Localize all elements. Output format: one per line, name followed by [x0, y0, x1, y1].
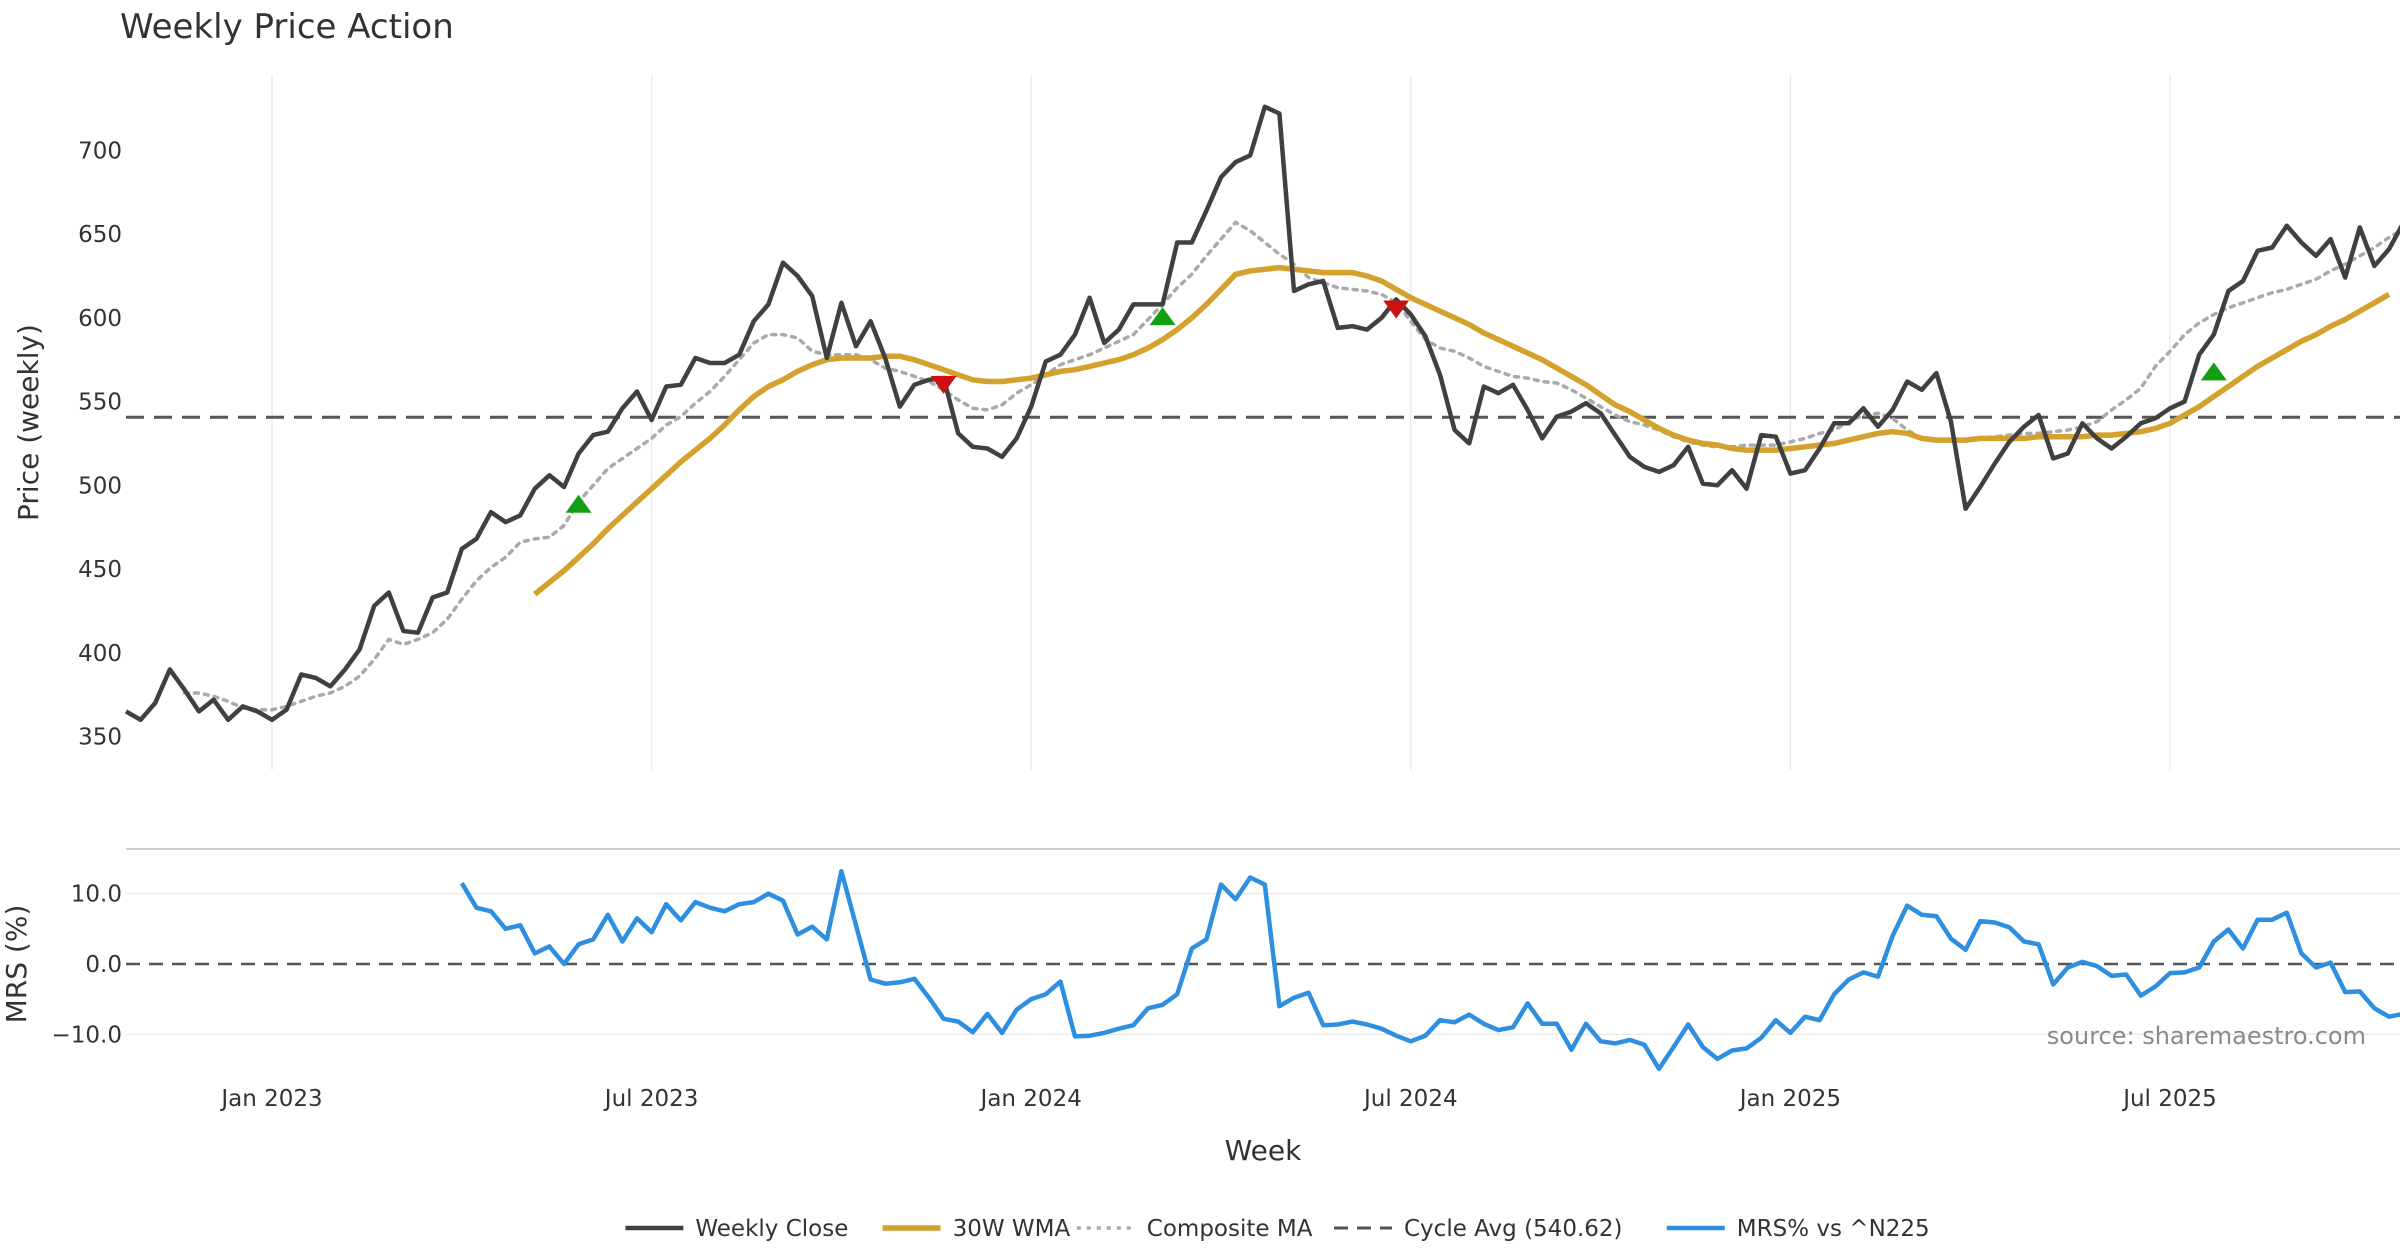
legend-label: Composite MA	[1147, 1216, 1313, 1242]
composite-ma-line	[182, 220, 2400, 712]
legend: Weekly Close 30W WMA Composite MA Cycle Avg…	[625, 1216, 1930, 1242]
price-y-tick-label: 350	[78, 725, 122, 751]
x-tick-label: Jan 2024	[979, 1086, 1082, 1112]
price-y-ticks: 350 400 450 500 550 600 650 700	[78, 138, 122, 750]
price-y-tick-label: 550	[78, 390, 122, 416]
legend-label: 30W WMA	[953, 1216, 1071, 1242]
mrs-y-tick-label: 10.0	[71, 882, 122, 908]
price-y-tick-label: 600	[78, 306, 122, 332]
sell-signal-marker	[930, 375, 957, 394]
mrs-y-ticks: 10.0 0.0 −10.0	[52, 882, 122, 1049]
buy-signal-marker	[565, 494, 592, 513]
mrs-gridlines	[126, 892, 2400, 1036]
legend-label: MRS% vs ^N225	[1737, 1216, 1930, 1242]
source-note: source: sharemaestro.com	[2047, 1022, 2366, 1050]
x-tick-label: Jul 2025	[2121, 1086, 2217, 1112]
legend-label: Cycle Avg (540.62)	[1404, 1216, 1623, 1242]
x-tick-label: Jan 2025	[1738, 1086, 1841, 1112]
price-y-axis-title: Price (weekly)	[12, 324, 45, 521]
wma-30w-line	[533, 264, 2391, 597]
mrs-line	[459, 868, 2400, 1072]
price-y-tick-label: 450	[78, 557, 122, 583]
sell-signal-marker	[1383, 300, 1410, 319]
buy-signal-marker	[2200, 362, 2227, 381]
mrs-y-tick-label: −10.0	[52, 1022, 122, 1048]
mrs-y-axis-title: MRS (%)	[0, 905, 33, 1024]
mrs-y-tick-label: 0.0	[85, 952, 122, 978]
price-y-tick-label: 500	[78, 473, 122, 499]
weekly-close-line	[124, 104, 2400, 723]
price-y-tick-label: 400	[78, 641, 122, 667]
chart-title: Weekly Price Action	[120, 7, 454, 47]
x-ticks: Jan 2023 Jul 2023 Jan 2024 Jul 2024 Jan 2025…	[219, 1086, 2216, 1112]
price-y-tick-label: 650	[78, 222, 122, 248]
signal-markers	[565, 300, 2227, 513]
x-tick-label: Jan 2023	[219, 1086, 322, 1112]
buy-signal-marker	[1149, 307, 1176, 326]
price-y-tick-label: 700	[78, 138, 122, 164]
legend-label: Weekly Close	[695, 1216, 848, 1242]
x-tick-label: Jul 2023	[603, 1086, 699, 1112]
x-tick-label: Jul 2024	[1362, 1086, 1458, 1112]
x-axis-title: Week	[1225, 1134, 1302, 1167]
